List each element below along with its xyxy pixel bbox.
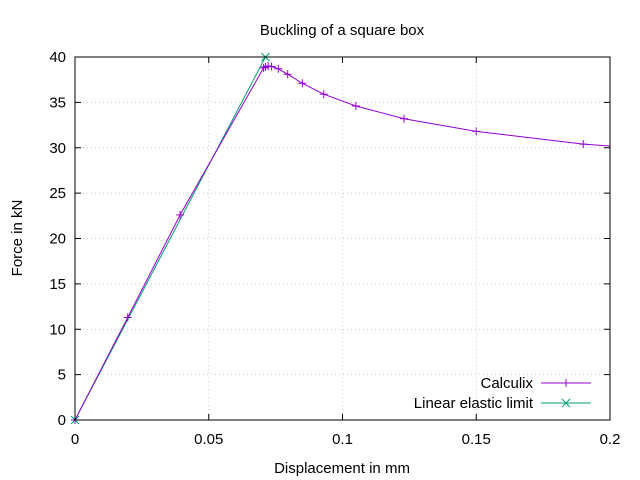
y-tick-label: 0 [58, 412, 66, 429]
legend: Calculix Linear elastic limit [414, 375, 591, 412]
data-point-calculix [123, 313, 132, 322]
data-point-calculix [259, 63, 268, 72]
data-point-calculix [283, 70, 292, 79]
data-point-calculix [176, 210, 185, 219]
legend-label: Calculix [480, 375, 533, 392]
y-tick-label: 20 [49, 231, 66, 248]
y-tick-label: 30 [49, 140, 66, 157]
y-tick-label: 10 [49, 321, 66, 338]
series-line-calculix [74, 65, 611, 421]
data-point-calculix [579, 140, 588, 149]
y-tick-label: 25 [49, 185, 66, 202]
y-tick-label: 15 [49, 276, 66, 293]
axis-ticks: 0 0.05 0.1 0.15 0.2 0 5 10 15 20 25 30 35 40 [49, 49, 620, 448]
x-tick-label: 0.1 [332, 431, 353, 448]
x-tick-label: 0.05 [194, 431, 223, 448]
chart-title: Buckling of a square box [260, 22, 425, 39]
series-line-linear-elastic-limit [74, 56, 266, 421]
data-point-calculix [400, 114, 409, 123]
y-axis-label: Force in kN [9, 200, 26, 277]
grid [75, 57, 610, 420]
data-point-calculix [298, 79, 307, 88]
y-tick-label: 40 [49, 49, 66, 66]
plot-series [70, 52, 611, 425]
legend-item-linear-elastic-limit: Linear elastic limit [414, 395, 591, 412]
data-point-calculix [267, 62, 276, 71]
data-point-calculix [472, 127, 481, 136]
legend-item-calculix: Calculix [480, 375, 591, 392]
x-tick-label: 0.2 [600, 431, 621, 448]
legend-label: Linear elastic limit [414, 395, 534, 412]
x-axis-label: Displacement in mm [274, 460, 410, 477]
data-point-calculix [351, 102, 360, 111]
data-point-calculix [319, 90, 328, 99]
data-point-calculix [274, 64, 283, 73]
y-tick-label: 35 [49, 94, 66, 111]
x-tick-label: 0 [71, 431, 79, 448]
legend-marker [561, 398, 571, 408]
y-tick-label: 5 [58, 367, 66, 384]
x-tick-label: 0.15 [462, 431, 491, 448]
legend-marker [562, 379, 570, 387]
